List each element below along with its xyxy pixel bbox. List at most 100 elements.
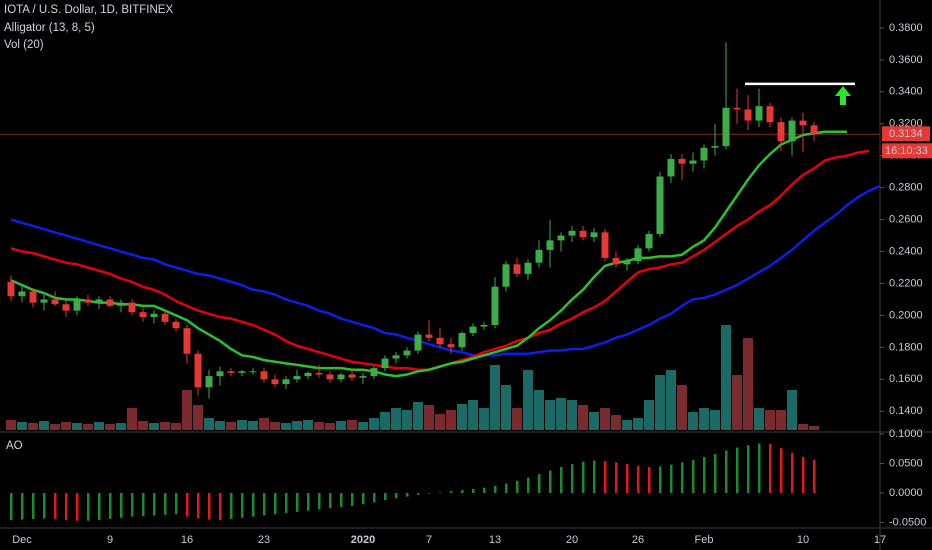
ao-bar	[483, 487, 486, 494]
candle-body	[469, 326, 477, 333]
volume-bar	[754, 408, 764, 430]
volume-bar	[457, 404, 467, 430]
candle-body	[392, 355, 400, 359]
countdown-label: 16:10:33	[885, 145, 928, 157]
candle-body	[205, 376, 213, 388]
ao-bar	[758, 443, 761, 494]
candle-body	[337, 374, 345, 380]
ao-bar	[241, 493, 244, 518]
volume-bar	[347, 420, 357, 430]
volume-bar	[468, 400, 478, 430]
volume-bar	[644, 400, 654, 430]
ao-bar	[769, 444, 772, 494]
ao-bar	[263, 493, 266, 516]
ao-bar	[593, 460, 596, 494]
ao-bar	[164, 493, 167, 515]
ao-bar	[10, 493, 13, 521]
chart-title: IOTA / U.S. Dollar, 1D, BITFINEX	[4, 4, 173, 16]
candle-body	[84, 299, 92, 303]
candle-body	[227, 371, 235, 373]
ao-bar	[318, 493, 321, 510]
volume-bar	[138, 421, 148, 430]
ao-bar	[120, 493, 123, 518]
ao-bar	[439, 492, 442, 494]
ao-bar	[43, 493, 46, 519]
indicator-label: Alligator (13, 8, 5)	[4, 22, 95, 34]
volume-bar	[292, 421, 302, 430]
volume-bar	[765, 410, 775, 430]
ao-bar	[406, 493, 409, 497]
candle-body	[95, 299, 103, 303]
y-tick-label: 0.3800	[889, 22, 923, 34]
volume-bar	[391, 408, 401, 430]
x-tick-label: Dec	[12, 534, 32, 546]
y-tick-label: 0.2600	[889, 213, 923, 225]
countdown-box	[882, 143, 932, 159]
volume-bar	[534, 390, 544, 430]
volume-bar	[369, 418, 379, 430]
ao-bar	[32, 493, 35, 519]
candle-body	[623, 261, 631, 265]
candle-body	[161, 313, 169, 322]
volume-bar	[479, 408, 489, 430]
ao-bar	[747, 445, 750, 494]
candle-body	[546, 240, 554, 250]
volume-bar	[578, 405, 588, 430]
x-tick-label: 7	[426, 534, 432, 546]
volume-bar	[435, 414, 445, 430]
ao-bar	[307, 493, 310, 511]
volume-bar	[512, 408, 522, 430]
volume-bar	[171, 423, 181, 430]
candle-body	[722, 107, 730, 147]
ao-bar	[725, 450, 728, 494]
alligator-line	[10, 184, 881, 357]
y-tick-label: 0.2400	[889, 245, 923, 257]
ao-bar	[736, 447, 739, 494]
y-tick-label: 0.2000	[889, 309, 923, 321]
candle-body	[304, 372, 312, 377]
candle-body	[678, 158, 686, 164]
volume-bar	[303, 420, 313, 430]
volume-bar	[710, 410, 720, 430]
ao-bar	[703, 457, 706, 494]
volume-bar	[336, 421, 346, 430]
candle-body	[73, 299, 81, 311]
volume-bar	[325, 423, 335, 430]
x-tick-label: 16	[181, 534, 193, 546]
candle-body	[766, 106, 774, 123]
volume-bar	[721, 325, 731, 430]
volume-bar	[556, 398, 566, 430]
ao-bar	[538, 474, 541, 494]
volume-bar	[281, 423, 291, 430]
ao-bar	[505, 483, 508, 494]
candle-body	[579, 230, 587, 238]
volume-bar	[688, 412, 698, 430]
volume-bar	[28, 423, 38, 430]
ao-bar	[516, 480, 519, 494]
candle-body	[370, 368, 378, 377]
candle-body	[480, 324, 488, 327]
ao-bar	[153, 493, 156, 516]
y-tick-label: 0.1800	[889, 341, 923, 353]
ao-bar	[681, 462, 684, 494]
volume-bar	[699, 408, 709, 430]
x-tick-label: 20	[566, 534, 578, 546]
ao-bar	[802, 457, 805, 494]
candle-body	[150, 313, 158, 318]
ao-bar	[131, 493, 134, 517]
volume-bar	[798, 424, 808, 430]
arrow-shape	[835, 86, 851, 105]
candle-body	[568, 230, 576, 236]
ao-bar	[582, 461, 585, 494]
ao-bar	[142, 493, 145, 517]
volume-bar	[567, 400, 577, 430]
candle-body	[29, 291, 37, 303]
volume-bar	[523, 370, 533, 430]
candle-body	[117, 302, 125, 306]
x-tick-label: 13	[489, 534, 501, 546]
y-tick-label: 0.2800	[889, 182, 923, 194]
candle-body	[590, 232, 598, 238]
volume-bar	[204, 418, 214, 430]
volume-bar	[677, 385, 687, 430]
